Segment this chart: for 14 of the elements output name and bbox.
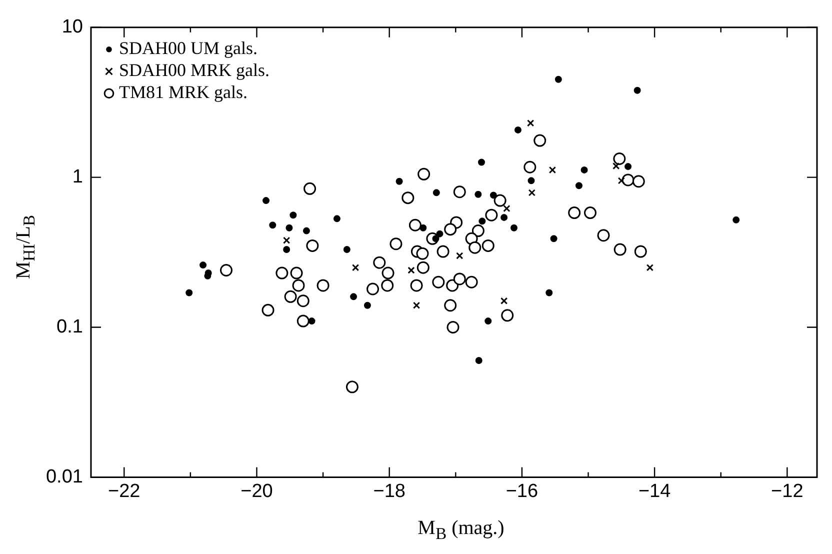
legend-label: SDAH00 UM gals. xyxy=(118,38,258,58)
legend-label: TM81 MRK gals. xyxy=(118,82,248,102)
y-tick-label: 0.1 xyxy=(56,316,83,338)
y-tick-label: 0.01 xyxy=(46,466,83,488)
y-tick-label: 1 xyxy=(72,166,83,188)
x-tick-label: −20 xyxy=(240,480,273,502)
x-tick-label: −22 xyxy=(108,480,140,502)
x-tick-label: −12 xyxy=(771,480,804,502)
y-tick-label: 10 xyxy=(62,16,83,38)
legend-label: SDAH00 MRK gals. xyxy=(118,60,270,80)
x-tick-label: −16 xyxy=(506,480,538,502)
x-axis-title: M$_{B}$ (mag.) xyxy=(416,517,506,544)
x-tick-label: −14 xyxy=(638,480,672,502)
x-tick-label: −18 xyxy=(373,480,406,502)
